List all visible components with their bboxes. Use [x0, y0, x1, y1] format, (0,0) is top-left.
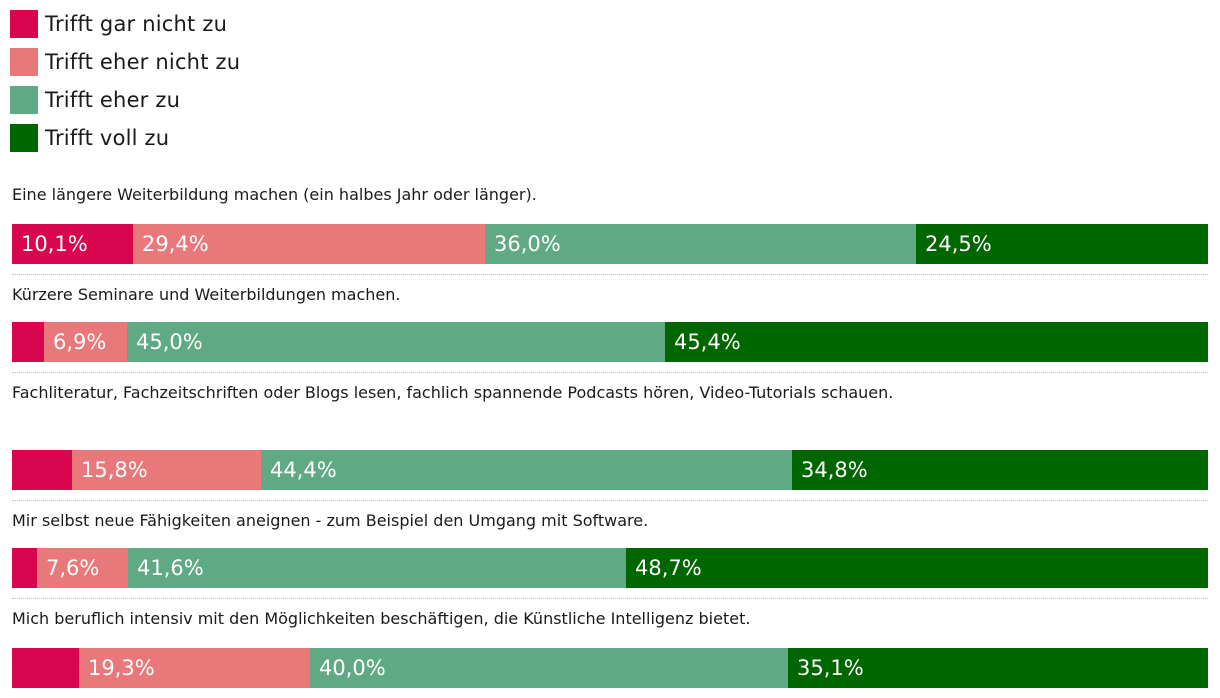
bar-row: 10,1% 29,4% 36,0% 24,5%: [12, 224, 1208, 264]
bar-value-label: 45,0%: [136, 330, 203, 354]
bar-segment: [128, 548, 626, 588]
bar-segment: [44, 322, 127, 362]
bar-value-label: 10,1%: [21, 232, 88, 256]
bar-value-label: 35,1%: [797, 656, 864, 680]
question-label: Fachliteratur, Fachzeitschriften oder Bl…: [12, 383, 894, 402]
bar-segment: [133, 224, 485, 264]
bar-value-label: 7,6%: [46, 556, 100, 580]
legend-swatch: [10, 10, 38, 38]
legend: Trifft gar nicht zu Trifft eher nicht zu T…: [10, 10, 240, 162]
bar-segment: [12, 548, 37, 588]
row-divider: [12, 274, 1208, 275]
legend-swatch: [10, 48, 38, 76]
bar-row: 7,6% 41,6% 48,7%: [12, 548, 1208, 588]
bar-value-label: 40,0%: [319, 656, 386, 680]
bar-value-label: 29,4%: [142, 232, 209, 256]
bar-segment: [37, 548, 128, 588]
legend-label: Trifft eher nicht zu: [45, 50, 241, 74]
bar-segment: [12, 322, 44, 362]
row-divider: [12, 500, 1208, 501]
bar-segment: [12, 224, 133, 264]
legend-label: Trifft gar nicht zu: [45, 12, 228, 36]
question-label: Mich beruflich intensiv mit den Möglichk…: [12, 609, 751, 628]
bar-segment: [916, 224, 1208, 264]
bar-row: 6,9% 45,0% 45,4%: [12, 322, 1208, 362]
bar-segment: [626, 548, 1208, 588]
bar-segment: [485, 224, 916, 264]
legend-label: Trifft eher zu: [45, 88, 181, 112]
bar-segment: [127, 322, 665, 362]
bar-value-label: 15,8%: [81, 458, 148, 482]
bar-segment: [792, 450, 1208, 490]
bar-segment: [12, 648, 79, 688]
bar-value-label: 24,5%: [925, 232, 992, 256]
legend-item: Trifft voll zu: [10, 124, 240, 152]
row-divider: [12, 598, 1208, 599]
bar-value-label: 41,6%: [137, 556, 204, 580]
row-divider: [12, 372, 1208, 373]
bar-row: 15,8% 44,4% 34,8%: [12, 450, 1208, 490]
legend-item: Trifft eher nicht zu: [10, 48, 240, 76]
bar-row: 19,3% 40,0% 35,1%: [12, 648, 1208, 688]
question-label: Kürzere Seminare und Weiterbildungen mac…: [12, 285, 401, 304]
legend-label: Trifft voll zu: [45, 126, 170, 150]
legend-item: Trifft eher zu: [10, 86, 240, 114]
question-label: Mir selbst neue Fähigkeiten aneignen - z…: [12, 511, 649, 530]
bar-value-label: 34,8%: [801, 458, 868, 482]
legend-swatch: [10, 86, 38, 114]
legend-item: Trifft gar nicht zu: [10, 10, 240, 38]
legend-swatch: [10, 124, 38, 152]
bar-value-label: 44,4%: [270, 458, 337, 482]
question-label: Eine längere Weiterbildung machen (ein h…: [12, 185, 537, 204]
bar-value-label: 19,3%: [88, 656, 155, 680]
bar-segment: [72, 450, 261, 490]
bar-value-label: 6,9%: [53, 330, 107, 354]
bar-segment: [310, 648, 788, 688]
bar-segment: [79, 648, 310, 688]
bar-value-label: 48,7%: [635, 556, 702, 580]
bar-segment: [665, 322, 1208, 362]
bar-segment: [12, 450, 72, 490]
bar-segment: [788, 648, 1208, 688]
bar-value-label: 36,0%: [494, 232, 561, 256]
bar-value-label: 45,4%: [674, 330, 741, 354]
bar-segment: [261, 450, 792, 490]
